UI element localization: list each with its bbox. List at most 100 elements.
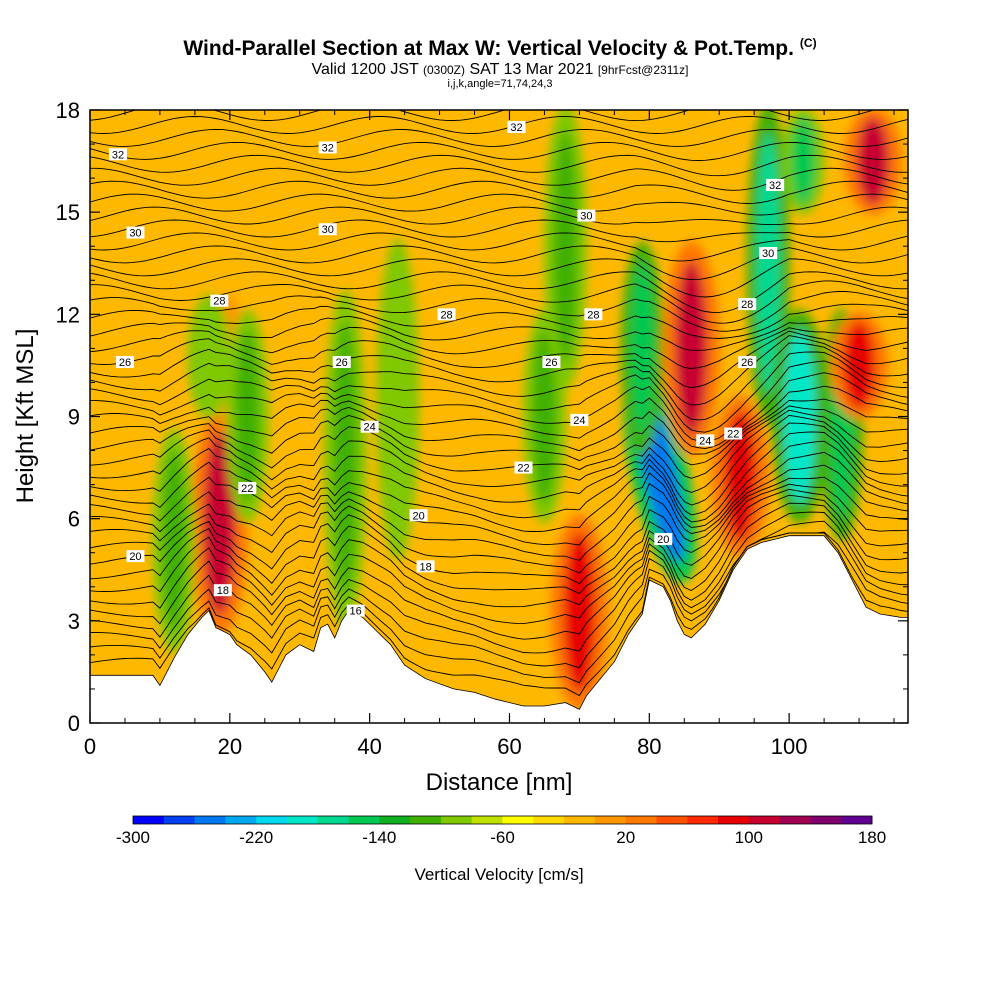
y-tick-label: 0 (68, 711, 80, 736)
colorbar-tick-label: 20 (616, 828, 635, 847)
colorbar-frame (132, 815, 873, 825)
chart-subtitle: Valid 1200 JST (0300Z) SAT 13 Mar 2021 [… (0, 61, 1000, 79)
contour-label: 20 (412, 510, 424, 522)
contour-label: 28 (741, 299, 753, 311)
colorbar-swatch (133, 816, 165, 824)
contour-label: 24 (364, 422, 376, 434)
contour-label: 26 (741, 357, 753, 369)
terrain (90, 535, 908, 723)
theta-contour (90, 520, 908, 669)
theta-contour (90, 315, 908, 351)
theta-contour (90, 206, 908, 226)
colorbar-swatch (779, 816, 811, 824)
contour-label: 18 (217, 585, 229, 597)
contour-label: 32 (769, 180, 781, 192)
contour-label: 20 (657, 534, 669, 546)
theta-contour (90, 180, 908, 204)
theta-contour (90, 440, 908, 546)
contour-label: 30 (580, 211, 592, 223)
velocity-feature-core (235, 329, 260, 504)
colorbar-swatch (286, 816, 319, 824)
velocity-feature-core (385, 269, 410, 530)
theta-contour (90, 342, 908, 421)
contour-label-box (318, 141, 337, 154)
colorbar-swatch (194, 816, 226, 824)
theta-contour (90, 483, 908, 595)
contour-label-box (542, 356, 561, 369)
contour-label: 26 (336, 357, 348, 369)
y-tick-label: 18 (56, 98, 80, 123)
x-tick-label: 0 (84, 734, 96, 759)
theta-contour (90, 193, 908, 216)
velocity-feature-core (203, 432, 236, 615)
contour-label-box (507, 121, 526, 134)
contour-label-box (654, 533, 673, 546)
theta-contour (90, 405, 908, 479)
theta-contour (90, 280, 908, 324)
theta-contour (90, 154, 908, 177)
colorbar-swatch (718, 816, 750, 824)
contour-label-box (238, 482, 257, 495)
contour-label: 24 (573, 415, 585, 427)
colorbar-swatch (379, 816, 411, 824)
contour-label-box (210, 294, 229, 307)
colorbar-swatch (687, 816, 719, 824)
colorbar: -300 -220 -140 -60 20 100 180 (116, 815, 886, 847)
colorbar-swatch (471, 816, 503, 824)
contour-label-box (126, 550, 145, 563)
contour-label-box (437, 308, 456, 321)
contour-label: 28 (587, 309, 599, 321)
contour-label-box (108, 148, 127, 161)
colorbar-swatch (440, 816, 473, 824)
theta-contour (90, 291, 908, 332)
theta-contour (90, 494, 908, 625)
x-tick-label: 20 (218, 734, 242, 759)
contour-label-box (318, 223, 337, 236)
colorbar-tick-label: 180 (858, 828, 886, 847)
contour-label: 26 (119, 357, 131, 369)
contour-label: 30 (322, 224, 334, 236)
theta-contour (90, 488, 908, 608)
y-axis-title: Height [Kft MSL] (12, 329, 39, 504)
contour-label-box (213, 584, 232, 597)
theta-contour (90, 464, 908, 574)
contour-label: 20 (129, 551, 141, 563)
velocity-feature-core (783, 329, 816, 504)
contour-label-box (738, 298, 757, 311)
y-tick-label: 6 (68, 507, 80, 532)
velocity-feature-core (563, 532, 596, 692)
velocity-feature-core (756, 132, 781, 394)
contour-label-box (360, 420, 379, 433)
theta-contour (90, 335, 908, 406)
theta-contour (90, 372, 908, 449)
contour-label-box (759, 247, 778, 260)
theta-contour (90, 271, 908, 313)
contour-label-box (409, 509, 428, 522)
y-tick-label: 9 (68, 405, 80, 430)
colorbar-swatch (502, 816, 534, 824)
contour-label: 16 (350, 606, 362, 618)
velocity-feature-core (553, 130, 578, 363)
y-tick-label: 3 (68, 609, 80, 634)
contour-label-box (126, 226, 145, 239)
theta-contour (90, 110, 876, 122)
theta-contour (90, 330, 908, 389)
x-tick-label: 60 (497, 734, 521, 759)
contour-label-box (332, 356, 351, 369)
theta-contour (90, 431, 908, 532)
colorbar-swatch (564, 816, 596, 824)
x-tick-label: 40 (357, 734, 381, 759)
colorbar-swatch (256, 816, 288, 824)
theta-contour (90, 398, 908, 466)
colorbar-swatch (410, 816, 442, 824)
theta-contour (90, 476, 908, 585)
colorbar-swatch (810, 816, 842, 824)
colorbar-swatch (748, 816, 781, 824)
velocity-feature-core (196, 306, 221, 408)
velocity-feature-core (675, 261, 708, 436)
theta-contour (90, 232, 908, 262)
theta-contour (90, 303, 908, 339)
chart-title: Wind-Parallel Section at Max W: Vertical… (0, 36, 1000, 61)
valid-time-label: Valid 1200 JST (311, 61, 419, 78)
colorbar-swatch (225, 816, 257, 824)
